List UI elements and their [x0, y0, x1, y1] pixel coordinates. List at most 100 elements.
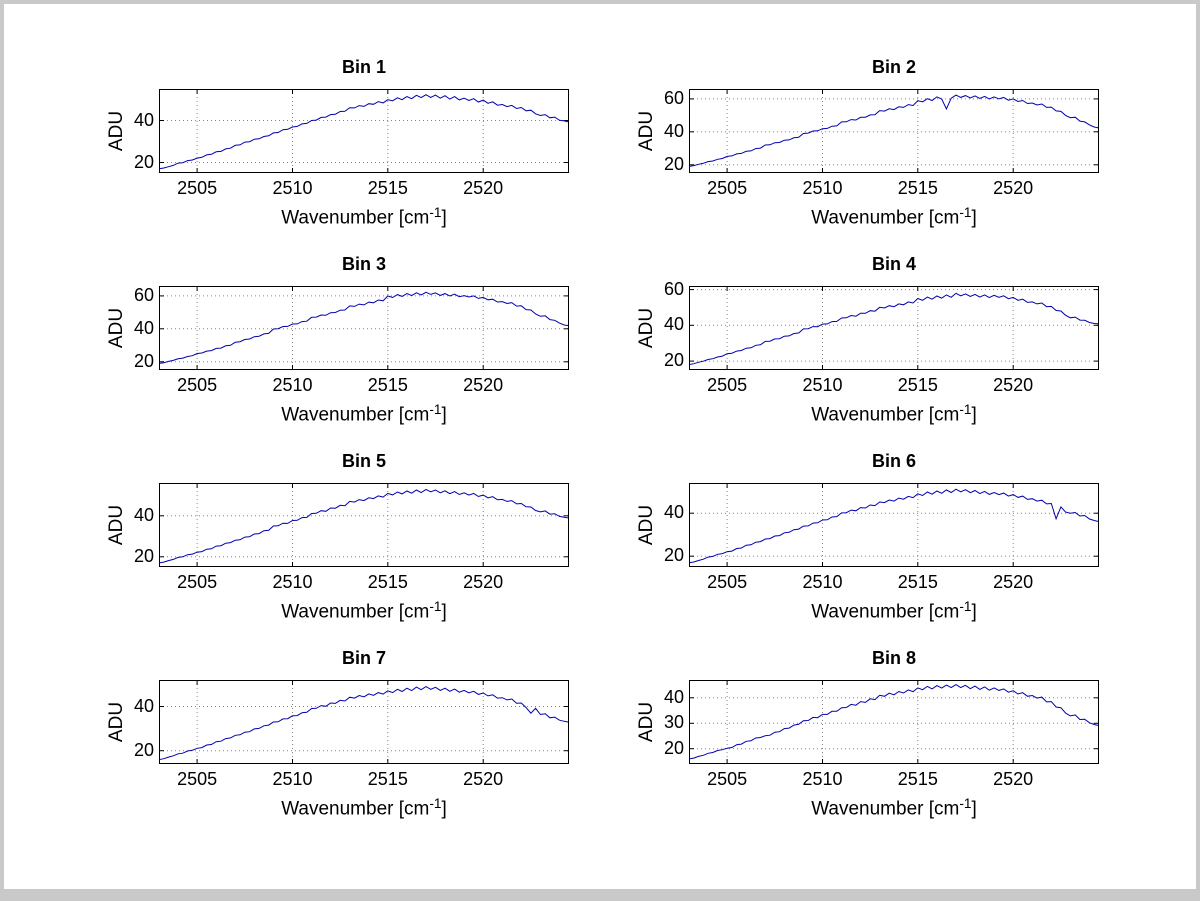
axes-border [159, 483, 569, 567]
plot-canvas [689, 286, 1099, 370]
x-tick-label: 2520 [993, 769, 1034, 789]
x-tick-label: 2520 [993, 375, 1034, 395]
subplot-bin-6: Bin 6 ADU 2505 2510 2515 2520 20 40 Wavenumber [… [614, 451, 1109, 633]
spectrum-line [159, 686, 569, 761]
axes-border [689, 483, 1099, 567]
x-tick-label: 2505 [177, 178, 218, 198]
spectrum-line [159, 488, 569, 564]
x-axis-label-superscript: -1 [429, 599, 442, 614]
x-tick-label: 2520 [993, 178, 1034, 198]
y-tick-label: 40 [663, 686, 684, 707]
spectrum-line [689, 488, 1099, 564]
axes-border [159, 286, 569, 370]
y-tick-label: 20 [663, 737, 684, 758]
x-tick-label: 2505 [177, 769, 218, 789]
x-axis-label-superscript: -1 [959, 796, 972, 811]
x-tick-label: 2505 [707, 178, 748, 198]
x-tick-label: 2510 [272, 769, 313, 789]
subplot-bin-8: Bin 8 ADU 2505 2510 2515 2520 20 30 40 Wavenumber… [614, 648, 1109, 830]
x-axis-label-close: ] [441, 404, 447, 426]
x-axis-label-close: ] [971, 798, 977, 820]
spectrum-line [689, 94, 1099, 167]
subplot-bin-2: Bin 2 ADU 2505 2510 2515 2520 20 40 60 Wavenumber… [614, 57, 1109, 239]
plot-canvas [689, 89, 1099, 173]
plot-axes [689, 89, 1099, 173]
y-tick-label: 60 [133, 284, 154, 305]
spectrum-line [689, 292, 1099, 366]
x-axis-label-text: Wavenumber [cm [811, 798, 960, 820]
subplot-bin-3: Bin 3 ADU 2505 2510 2515 2520 20 40 60 Wavenumber… [84, 254, 579, 436]
x-axis-label-close: ] [971, 601, 977, 623]
plot-axes [159, 89, 569, 173]
x-axis-label-superscript: -1 [959, 599, 972, 614]
plot-axes [689, 680, 1099, 764]
x-axis-label-text: Wavenumber [cm [811, 207, 960, 229]
x-tick-label: 2510 [272, 572, 313, 592]
plot-title: Bin 1 [341, 57, 386, 77]
plot-axes [159, 286, 569, 370]
x-axis-label-text: Wavenumber [cm [811, 404, 960, 426]
x-axis-label-close: ] [971, 207, 977, 229]
y-tick-label: 40 [133, 317, 154, 338]
x-axis-label-close: ] [441, 798, 447, 820]
y-tick-label: 40 [663, 120, 684, 141]
y-tick-label: 20 [133, 545, 154, 566]
x-axis-label-text: Wavenumber [cm [281, 207, 430, 229]
axes-border [689, 680, 1099, 764]
y-tick-label: 20 [133, 151, 154, 172]
y-tick-label: 30 [663, 712, 684, 733]
x-axis-label-text: Wavenumber [cm [811, 601, 960, 623]
x-tick-label: 2505 [707, 769, 748, 789]
y-tick-label: 40 [133, 504, 154, 525]
x-tick-label: 2505 [177, 572, 218, 592]
y-tick-label: 20 [663, 350, 684, 371]
axes-border [159, 680, 569, 764]
x-tick-label: 2515 [367, 178, 408, 198]
x-tick-label: 2505 [707, 375, 748, 395]
plot-axes [159, 483, 569, 567]
x-axis-label: Wavenumber [cm-1] [689, 598, 1099, 623]
x-tick-label: 2520 [463, 375, 504, 395]
x-axis-label-superscript: -1 [429, 205, 442, 220]
plot-title: Bin 2 [871, 57, 916, 77]
y-tick-label: 20 [663, 545, 684, 566]
x-axis-label-close: ] [441, 601, 447, 623]
plot-canvas [159, 483, 569, 567]
x-tick-label: 2505 [707, 572, 748, 592]
x-tick-label: 2510 [802, 769, 843, 789]
x-axis-label: Wavenumber [cm-1] [159, 795, 569, 820]
plot-axes [689, 286, 1099, 370]
spectrum-line [159, 94, 569, 170]
y-tick-label: 60 [663, 278, 684, 299]
spectrum-line [689, 684, 1099, 760]
plot-title: Bin 8 [871, 648, 916, 668]
x-tick-label: 2510 [802, 178, 843, 198]
subplot-bin-4: Bin 4 ADU 2505 2510 2515 2520 20 40 60 Wavenumber… [614, 254, 1109, 436]
x-axis-label-superscript: -1 [429, 402, 442, 417]
x-axis-label-text: Wavenumber [cm [281, 601, 430, 623]
subplot-bin-5: Bin 5 ADU 2505 2510 2515 2520 20 40 Wavenumber [… [84, 451, 579, 633]
x-axis-label: Wavenumber [cm-1] [159, 204, 569, 229]
plot-canvas [159, 286, 569, 370]
axes-border [689, 286, 1099, 370]
y-tick-label: 40 [133, 109, 154, 130]
x-tick-label: 2510 [802, 375, 843, 395]
axes-border [159, 89, 569, 173]
x-tick-label: 2510 [802, 572, 843, 592]
x-axis-label-superscript: -1 [959, 402, 972, 417]
x-axis-label-text: Wavenumber [cm [281, 404, 430, 426]
x-tick-label: 2505 [177, 375, 218, 395]
spectrum-line [159, 291, 569, 364]
plot-axes [159, 680, 569, 764]
x-axis-label-text: Wavenumber [cm [281, 798, 430, 820]
plot-title: Bin 6 [871, 451, 916, 471]
subplot-bin-1: Bin 1 ADU 2505 2510 2515 2520 20 40 Wavenumber [… [84, 57, 579, 239]
y-tick-label: 20 [133, 350, 154, 371]
x-tick-label: 2515 [897, 375, 938, 395]
x-axis-label-superscript: -1 [959, 205, 972, 220]
y-tick-label: 40 [133, 695, 154, 716]
plot-axes [689, 483, 1099, 567]
x-axis-label: Wavenumber [cm-1] [159, 401, 569, 426]
axes-border [689, 89, 1099, 173]
